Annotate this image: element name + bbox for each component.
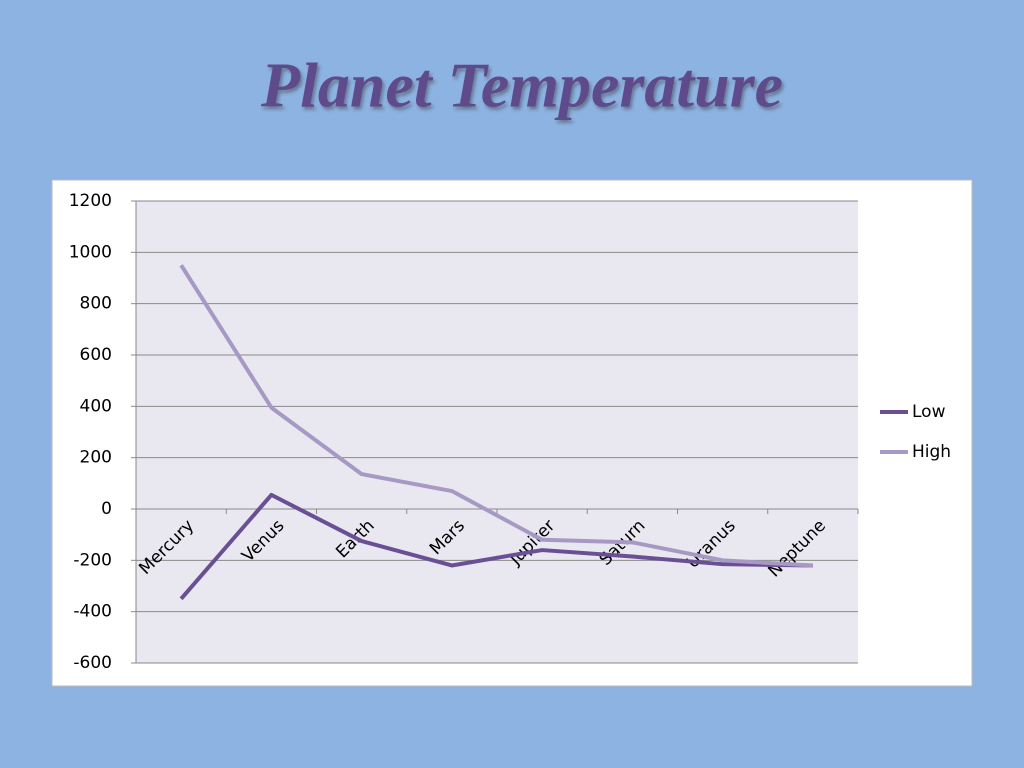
legend-label: Low: [912, 402, 946, 422]
y-tick-label: -600: [73, 653, 112, 673]
y-tick-label: 1200: [69, 191, 112, 211]
y-tick-label: 400: [80, 396, 112, 416]
y-tick-label: 0: [101, 499, 112, 519]
y-tick-label: -400: [73, 602, 112, 622]
legend-label: High: [912, 442, 951, 462]
y-tick-label: 600: [80, 345, 112, 365]
series-line: [179, 492, 813, 601]
y-tick-label: 200: [80, 448, 112, 468]
plot-area: [136, 201, 858, 663]
y-tick-label: -200: [73, 550, 112, 570]
chart-title: Planet Temperature: [260, 50, 783, 121]
y-tick-label: 1000: [69, 242, 112, 262]
y-tick-label: 800: [80, 294, 112, 314]
series-line: [179, 264, 813, 568]
